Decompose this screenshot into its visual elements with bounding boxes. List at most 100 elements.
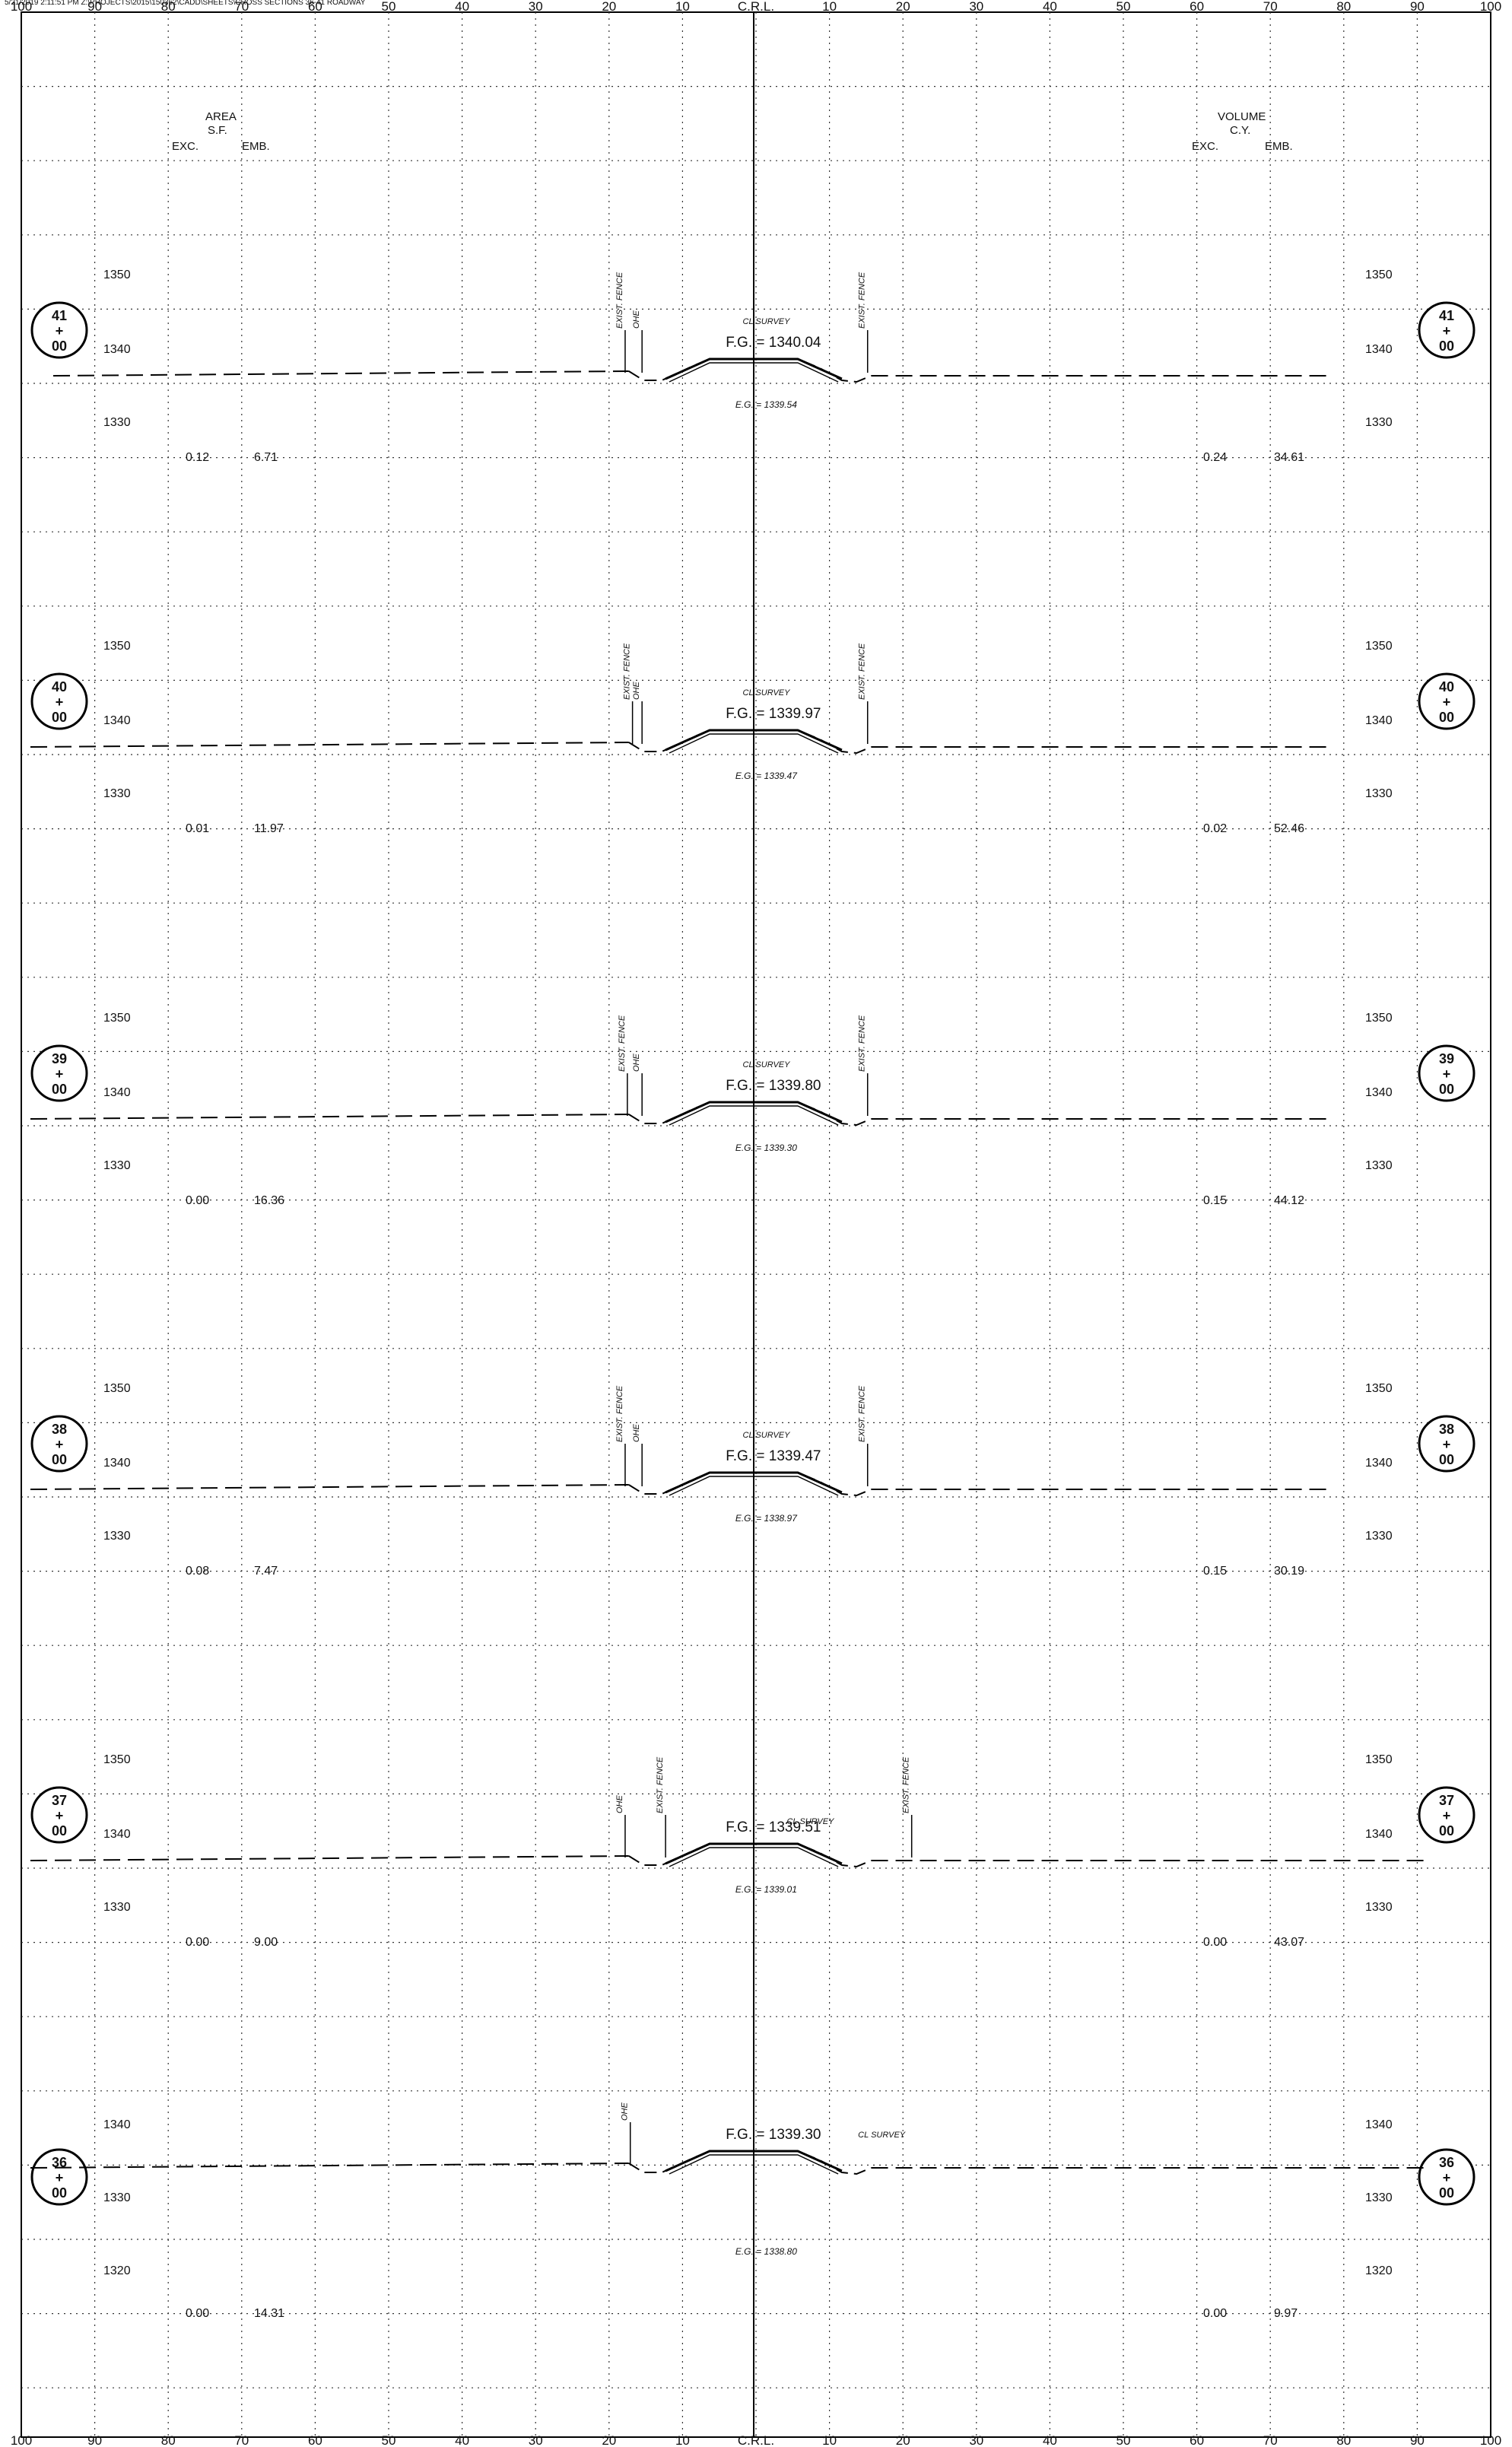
subgrade-line bbox=[669, 1105, 839, 1126]
finished-grade-label: F.G. = 1339.47 bbox=[726, 1448, 821, 1464]
elevation-label-left: 1350 bbox=[103, 269, 131, 281]
station-circle bbox=[1418, 1786, 1475, 1844]
subgrade-line bbox=[669, 1476, 839, 1496]
top-axis-label: 30 bbox=[969, 0, 983, 14]
elevation-label-right: 1330 bbox=[1365, 2191, 1393, 2204]
station-plus: + bbox=[1443, 694, 1451, 710]
top-axis-label: 100 bbox=[1480, 0, 1501, 14]
station-circle bbox=[1418, 1044, 1475, 1102]
area-embankment: 9.00 bbox=[254, 1936, 278, 1949]
area-title: AREA bbox=[205, 110, 237, 123]
cl-survey-label: CL SURVEY bbox=[743, 317, 791, 326]
exist-fence-label: EXIST. FENCE bbox=[615, 1385, 624, 1442]
finished-grade-line bbox=[665, 1842, 843, 1865]
station-plus: + bbox=[1443, 1437, 1451, 1452]
station-circle bbox=[1418, 1415, 1475, 1473]
area-heading: AREA S.F. EXC. EMB. bbox=[172, 110, 270, 153]
station-sub: 00 bbox=[52, 1823, 67, 1838]
bottom-axis-label: 40 bbox=[1043, 2433, 1057, 2447]
cl-survey-label: CL SURVEY bbox=[743, 1431, 791, 1440]
finished-grade-line bbox=[665, 2150, 843, 2172]
top-axis: 100 90 80 70 60 50 40 30 20 10 C.R.L. 10 20 30 40 50 60 7… bbox=[11, 0, 1501, 14]
elevation-label-right: 1330 bbox=[1365, 416, 1393, 429]
elevation-label-right: 1350 bbox=[1365, 269, 1393, 281]
top-axis-label: 80 bbox=[161, 0, 176, 14]
top-axis-label: 10 bbox=[675, 0, 690, 14]
elevation-label-left: 1330 bbox=[103, 416, 131, 429]
existing-grade-label: E.G. = 1339.54 bbox=[735, 399, 797, 410]
station-circle bbox=[1418, 2148, 1475, 2206]
station-circle bbox=[30, 1415, 88, 1473]
volume-excavation: 0.24 bbox=[1203, 451, 1227, 464]
station-marker-right: 37+00 bbox=[1418, 1786, 1475, 1844]
elevation-label-left: 1350 bbox=[103, 640, 131, 653]
volume-embankment: 9.97 bbox=[1274, 2307, 1298, 2320]
grid-lines bbox=[21, 11, 1491, 2438]
station-circle bbox=[30, 1044, 88, 1102]
station-plus: + bbox=[1443, 323, 1451, 338]
exist-fence-label: EXIST. FENCE bbox=[615, 272, 624, 329]
station-plus: + bbox=[1443, 1808, 1451, 1823]
station-sub: 00 bbox=[1439, 1823, 1454, 1838]
station-sub: 00 bbox=[1439, 710, 1454, 725]
finished-grade-line bbox=[665, 1101, 843, 1123]
elevation-label-left: 1350 bbox=[103, 1012, 131, 1025]
area-excavation: 0.00 bbox=[186, 2307, 209, 2320]
bottom-axis-label: 40 bbox=[455, 2433, 469, 2447]
station-number: 39 bbox=[52, 1051, 67, 1066]
bottom-axis: 100 90 80 70 60 50 40 30 20 10 C.R.L. 10 20 30 40 50 60 7… bbox=[11, 2433, 1501, 2447]
bottom-axis-label: 50 bbox=[1117, 2433, 1131, 2447]
subgrade-line bbox=[669, 733, 839, 754]
cl-survey-label: CL SURVEY bbox=[858, 2131, 906, 2140]
bottom-axis-label: 100 bbox=[1480, 2433, 1501, 2447]
elevation-label-left: 1330 bbox=[103, 1901, 131, 1914]
top-axis-label: 90 bbox=[1410, 0, 1425, 14]
volume-title: VOLUME bbox=[1218, 110, 1266, 123]
bottom-axis-label: 80 bbox=[161, 2433, 176, 2447]
station-marker-left: 39+00 bbox=[30, 1044, 88, 1102]
station-marker-left: 37+00 bbox=[30, 1786, 88, 1844]
area-exc-label: EXC. bbox=[172, 140, 199, 153]
bottom-axis-label: 20 bbox=[896, 2433, 910, 2447]
station-marker-right: 36+00 bbox=[1418, 2148, 1475, 2206]
volume-units: C.Y. bbox=[1230, 124, 1250, 137]
top-axis-label: 40 bbox=[1043, 0, 1057, 14]
bottom-axis-label: 80 bbox=[1336, 2433, 1351, 2447]
station-circle bbox=[1418, 672, 1475, 730]
top-axis-label: 60 bbox=[308, 0, 322, 14]
station-number: 41 bbox=[52, 308, 67, 323]
station-circle bbox=[30, 301, 88, 359]
volume-embankment: 52.46 bbox=[1274, 822, 1304, 835]
existing-ground-left bbox=[30, 1855, 629, 1861]
bottom-axis-label: 100 bbox=[11, 2433, 32, 2447]
bottom-axis-label: 30 bbox=[529, 2433, 543, 2447]
station-number: 36 bbox=[1439, 2155, 1454, 2170]
existing-grade-label: E.G. = 1339.47 bbox=[735, 771, 798, 781]
bottom-axis-label: 60 bbox=[308, 2433, 322, 2447]
bottom-axis-label: 90 bbox=[1410, 2433, 1425, 2447]
elevation-label-left: 1340 bbox=[103, 1828, 131, 1841]
bottom-axis-label: 10 bbox=[822, 2433, 837, 2447]
station-sub: 00 bbox=[1439, 2185, 1454, 2201]
area-embankment: 11.97 bbox=[254, 822, 284, 835]
elevation-label-left: 1340 bbox=[103, 1086, 131, 1099]
station-number: 37 bbox=[52, 1793, 67, 1808]
station-plus: + bbox=[56, 1437, 64, 1452]
volume-excavation: 0.02 bbox=[1203, 822, 1227, 835]
existing-grade-label: E.G. = 1339.01 bbox=[735, 1884, 797, 1895]
station-marker-right: 38+00 bbox=[1418, 1415, 1475, 1473]
area-embankment: 6.71 bbox=[254, 451, 278, 464]
existing-ground-left bbox=[30, 1114, 629, 1120]
elevation-label-left: 1350 bbox=[103, 1382, 131, 1395]
elevation-label-right: 1330 bbox=[1365, 787, 1393, 800]
finished-grade-label: F.G. = 1340.04 bbox=[726, 335, 821, 351]
station-plus: + bbox=[56, 2170, 64, 2185]
station-sub: 00 bbox=[52, 1452, 67, 1467]
existing-ground-left bbox=[30, 1484, 629, 1490]
exist-fence-label: EXIST. FENCE bbox=[656, 1756, 665, 1813]
cl-survey-label: CL SURVEY bbox=[786, 1817, 834, 1826]
bottom-axis-label: 30 bbox=[969, 2433, 983, 2447]
